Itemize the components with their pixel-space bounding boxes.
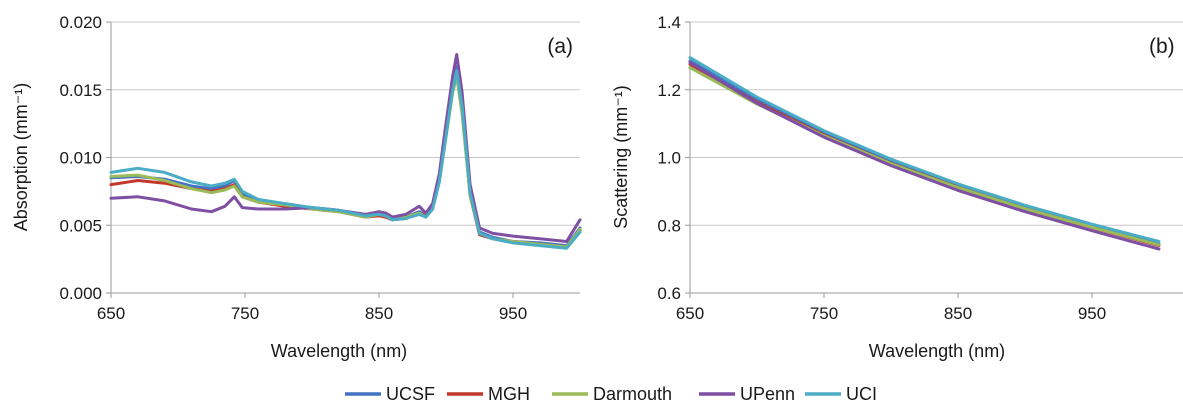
absorption-x-tick-label: 850 xyxy=(365,304,393,323)
absorption-panel-label: (a) xyxy=(547,35,573,58)
legend-label-uci: UCI xyxy=(846,384,877,404)
legend-label-upenn: UPenn xyxy=(740,384,795,404)
absorption-series-line-ucsf xyxy=(109,65,582,248)
scattering-series-line-mgh xyxy=(688,62,1161,248)
scattering-x-axis-title: Wavelength (nm) xyxy=(869,341,1005,361)
scattering-panel: 0.6 0.8 1.0 1.2 1.4 650 750 850 950 (b) Waveleng… xyxy=(611,13,1183,361)
scattering-y-tick-label: 1.2 xyxy=(657,81,681,100)
scattering-x-tick-label: 950 xyxy=(1078,304,1106,323)
absorption-x-tick-label: 650 xyxy=(97,304,125,323)
absorption-panel: 0.000 0.005 0.010 0.015 0.020 650 750 850 950 (a… xyxy=(11,13,582,361)
absorption-y-tick-label: 0.015 xyxy=(59,81,102,100)
scattering-series-line-uci xyxy=(688,56,1161,243)
scattering-x-tick-label: 850 xyxy=(944,304,972,323)
absorption-series-line-darmouth xyxy=(109,74,582,249)
absorption-series-line-mgh xyxy=(109,74,582,249)
legend: UCSF MGH Darmouth UPenn UCI xyxy=(345,384,877,404)
absorption-x-tick-label: 750 xyxy=(231,304,259,323)
scattering-y-tick-label: 0.6 xyxy=(657,284,681,303)
scattering-y-tick-label: 1.4 xyxy=(657,13,681,32)
absorption-series-line-uci xyxy=(109,69,582,250)
scattering-ticks: 0.6 0.8 1.0 1.2 1.4 650 750 850 950 xyxy=(657,13,1106,323)
scattering-series-line-darmouth xyxy=(688,66,1161,247)
scattering-series-line-upenn xyxy=(688,61,1161,251)
scattering-x-tick-label: 750 xyxy=(810,304,838,323)
legend-label-darmouth: Darmouth xyxy=(593,384,672,404)
absorption-series xyxy=(109,53,582,250)
absorption-y-axis-title: Absorption (mm⁻¹) xyxy=(11,83,31,232)
absorption-y-tick-label: 0.005 xyxy=(59,216,102,235)
absorption-y-tick-label: 0.010 xyxy=(59,149,102,168)
absorption-y-tick-label: 0.000 xyxy=(59,284,102,303)
legend-label-mgh: MGH xyxy=(488,384,530,404)
scattering-panel-label: (b) xyxy=(1149,35,1175,58)
legend-label-ucsf: UCSF xyxy=(386,384,435,404)
scattering-y-axis-title: Scattering (mm⁻¹) xyxy=(611,85,631,229)
scattering-y-tick-label: 0.8 xyxy=(657,216,681,235)
scattering-grid xyxy=(690,21,1183,226)
scattering-series xyxy=(688,56,1161,251)
absorption-y-tick-label: 0.020 xyxy=(59,13,102,32)
scattering-series-line-ucsf xyxy=(688,59,1161,246)
absorption-ticks: 0.000 0.005 0.010 0.015 0.020 650 750 850 950 xyxy=(59,13,527,323)
absorption-x-tick-label: 950 xyxy=(499,304,527,323)
scattering-y-tick-label: 1.0 xyxy=(657,149,681,168)
absorption-x-axis-title: Wavelength (nm) xyxy=(271,341,407,361)
absorption-grid xyxy=(111,21,580,226)
scattering-x-tick-label: 650 xyxy=(676,304,704,323)
